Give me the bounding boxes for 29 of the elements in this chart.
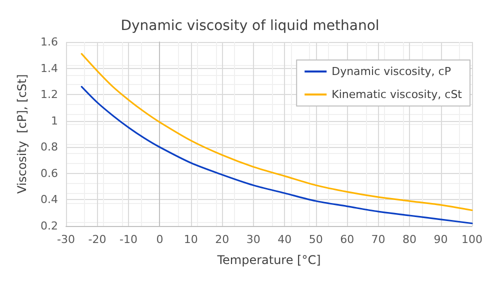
y-tick-label: 1.6 (40, 36, 58, 48)
line-series (80, 86, 473, 224)
x-axis-title: Temperature [°C] (216, 253, 321, 267)
legend-label: Kinematic viscosity, cSt (332, 88, 463, 101)
x-tick-label: 90 (434, 233, 448, 246)
y-tick-label: 0.4 (40, 193, 58, 206)
x-tick-label: 40 (278, 233, 292, 246)
x-tick-label: -10 (119, 233, 138, 246)
y-tick-label: 1.2 (40, 88, 58, 102)
y-tick-label: 0.6 (40, 166, 58, 180)
x-tick-label: 0 (156, 233, 164, 246)
legend-label: Dynamic viscosity, cP (332, 65, 452, 78)
y-tick-label: 0.2 (40, 220, 58, 232)
y-tick-label: 1.4 (40, 62, 58, 75)
x-tick-label: 10 (184, 233, 198, 246)
x-tick-label: 30 (246, 233, 260, 246)
x-tick-label: 60 (340, 233, 354, 246)
chart-title: Dynamic viscosity of liquid methanol (120, 18, 380, 34)
y-tick-label: 1 (51, 114, 58, 128)
x-tick-label: 50 (308, 233, 323, 246)
x-tick-label: -20 (88, 233, 106, 246)
x-tick-label: 70 (371, 233, 386, 246)
x-tick-label: -30 (57, 233, 75, 246)
y-tick-label: 0.8 (40, 140, 58, 154)
line-series (80, 53, 473, 212)
x-tick-label: 80 (402, 233, 417, 246)
y-axis-title: Viscosity [cP], [cSt] (15, 74, 29, 194)
x-tick-label: 100 (462, 233, 482, 246)
x-tick-label: 20 (215, 233, 230, 246)
